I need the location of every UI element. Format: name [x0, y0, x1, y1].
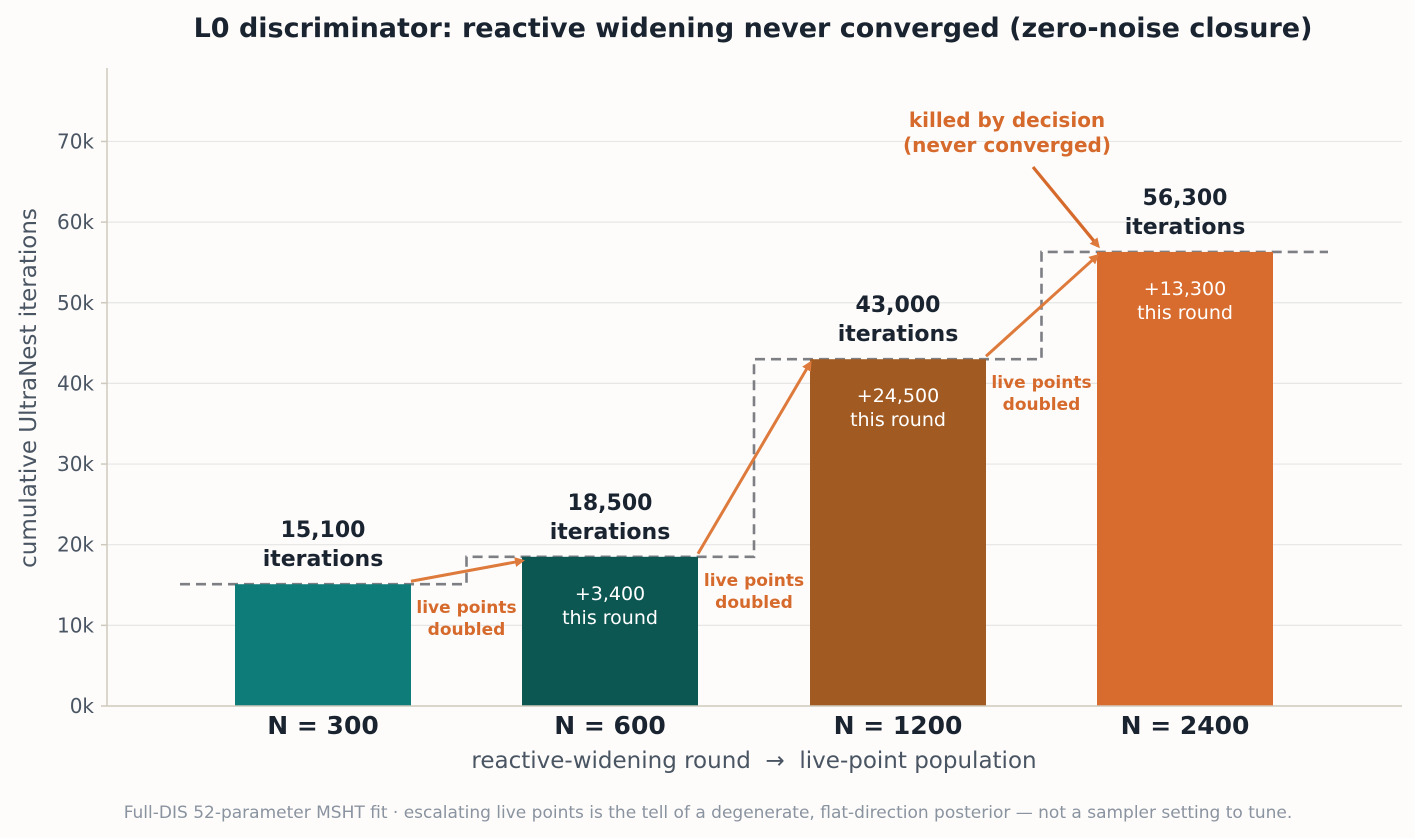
increment-unit-label: this round	[850, 409, 946, 431]
kill-annotation-arrow	[1031, 165, 1100, 249]
cumulative-step-outline	[180, 250, 1328, 586]
increment-value-label: +13,300	[1144, 278, 1226, 300]
doubling-label: doubled	[715, 593, 793, 613]
total-value-label: 56,300	[1143, 186, 1228, 211]
y-tick-label: 70k	[57, 129, 94, 153]
y-axis-label: cumulative UltraNest iterations	[16, 208, 42, 568]
doubling-label: doubled	[428, 620, 506, 640]
bar-labels: 15,100iterations18,500iterations+3,400th…	[263, 186, 1246, 629]
footnote: Full-DIS 52-parameter MSHT fit · escalat…	[124, 803, 1293, 823]
x-tick-label: N = 1200	[834, 711, 963, 740]
total-unit-label: iterations	[1125, 215, 1246, 240]
x-tick-label: N = 600	[554, 711, 665, 740]
doubling-arrow	[696, 360, 812, 555]
x-tick-label: N = 300	[267, 711, 378, 740]
step-line	[180, 250, 1328, 586]
doubling-label: doubled	[1003, 395, 1081, 415]
increment-value-label: +3,400	[575, 583, 645, 605]
bar	[810, 359, 986, 706]
total-unit-label: iterations	[838, 322, 959, 347]
y-tick-label: 50k	[57, 291, 94, 315]
y-tick-labels: 0k 10k 20k 30k 40k 50k 60k 70k	[57, 129, 107, 718]
y-tick-label: 40k	[57, 371, 94, 395]
doubling-arrow	[410, 557, 525, 583]
doubling-label: live points	[704, 571, 804, 591]
kill-annotation-line2: (never converged)	[903, 133, 1111, 157]
x-axis-label: reactive-widening round → live-point pop…	[471, 748, 1036, 774]
increment-unit-label: this round	[1137, 302, 1233, 324]
increment-value-label: +24,500	[857, 385, 939, 407]
total-unit-label: iterations	[550, 520, 671, 545]
y-tick-label: 60k	[57, 210, 94, 234]
bar	[235, 584, 411, 706]
x-tick-label: N = 2400	[1121, 711, 1250, 740]
bars	[235, 251, 1273, 707]
total-value-label: 18,500	[568, 491, 653, 516]
increment-unit-label: this round	[562, 607, 658, 629]
bar	[522, 556, 698, 706]
y-tick-label: 30k	[57, 452, 94, 476]
chart-title: L0 discriminator: reactive widening neve…	[194, 13, 1313, 44]
bar	[1097, 251, 1273, 707]
total-value-label: 43,000	[856, 293, 941, 318]
total-value-label: 15,100	[281, 518, 366, 543]
doubling-label: live points	[991, 373, 1091, 393]
y-tick-label: 0k	[70, 694, 95, 718]
kill-annotation-line1: killed by decision	[909, 108, 1105, 132]
y-tick-label: 20k	[57, 533, 94, 557]
total-unit-label: iterations	[263, 547, 384, 572]
y-tick-label: 10k	[57, 613, 94, 637]
doubling-label: live points	[416, 598, 516, 618]
x-tick-labels: N = 300 N = 600 N = 1200 N = 2400	[267, 711, 1249, 740]
doubling-arrow	[984, 253, 1100, 358]
